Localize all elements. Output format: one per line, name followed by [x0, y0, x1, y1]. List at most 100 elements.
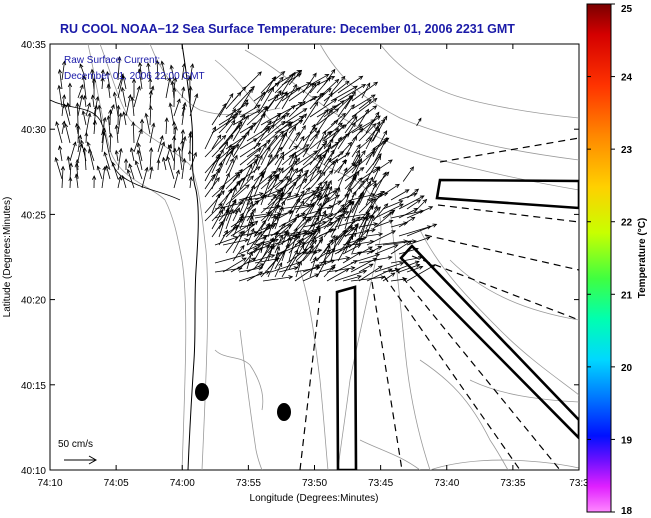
- current-vector: [204, 135, 226, 158]
- current-vector: [274, 235, 283, 254]
- current-vector: [260, 120, 272, 134]
- current-vector: [309, 92, 324, 110]
- current-vector: [225, 151, 233, 166]
- current-vector: [232, 114, 246, 134]
- colorbar-tick-label: 23: [621, 145, 633, 156]
- current-vector: [262, 231, 288, 237]
- current-vector-head: [180, 139, 185, 145]
- current-vector-head: [316, 228, 321, 234]
- current-vector: [402, 166, 414, 182]
- current-vector: [294, 249, 322, 255]
- current-vector: [390, 210, 424, 219]
- current-vector: [267, 121, 291, 142]
- current-vector: [330, 187, 340, 214]
- x-tick-label: 73:55: [236, 478, 261, 489]
- current-vector-head: [337, 136, 342, 142]
- current-vector-head: [233, 236, 239, 241]
- current-vector: [344, 188, 352, 206]
- current-vector: [232, 175, 254, 198]
- current-vector-head: [112, 91, 117, 97]
- current-vector-head: [134, 160, 139, 166]
- current-vector-head: [339, 100, 345, 105]
- current-vector-head: [361, 84, 367, 89]
- y-tick-label: 40:10: [21, 466, 46, 477]
- current-vector-head: [370, 94, 376, 99]
- current-vector: [372, 166, 381, 182]
- current-vector-head: [376, 115, 381, 120]
- current-vector-head: [288, 275, 294, 280]
- x-tick-label: 74:10: [37, 478, 62, 489]
- current-vector-head: [92, 119, 97, 125]
- current-vector-head: [131, 78, 137, 83]
- current-vector: [61, 121, 65, 135]
- current-vector: [295, 245, 314, 270]
- current-vector: [337, 84, 366, 102]
- current-vector-head: [173, 76, 178, 82]
- current-vector: [295, 148, 308, 158]
- current-vector-head: [372, 180, 378, 185]
- current-vector: [246, 263, 264, 273]
- current-vector-head: [418, 265, 424, 270]
- current-vector-head: [240, 244, 245, 250]
- current-vector: [294, 267, 320, 273]
- current-vector: [165, 118, 168, 135]
- current-vector-head: [287, 123, 292, 129]
- current-vector-head: [82, 94, 87, 100]
- current-vector: [162, 157, 167, 171]
- current-vector-head: [291, 71, 296, 77]
- current-vector-head: [117, 56, 122, 61]
- current-vector: [351, 158, 362, 182]
- current-vector: [149, 106, 152, 126]
- current-vector: [173, 148, 176, 171]
- current-vector: [309, 192, 322, 214]
- current-vector-head: [356, 143, 361, 149]
- current-vector-head: [383, 136, 388, 142]
- current-vector: [262, 238, 279, 246]
- current-vector: [225, 155, 238, 182]
- current-vector-head: [321, 143, 327, 148]
- current-vector: [238, 213, 270, 219]
- current-vector: [56, 121, 63, 144]
- current-vector: [323, 124, 345, 150]
- current-vector-head: [370, 192, 376, 198]
- current-vector-head: [121, 175, 126, 180]
- current-vector-head: [86, 141, 91, 147]
- current-vector-head: [312, 72, 317, 78]
- current-vector-head: [167, 144, 172, 150]
- current-vector-head: [344, 80, 350, 86]
- current-vector: [55, 157, 63, 180]
- current-vector-head: [378, 265, 383, 270]
- current-vector-head: [289, 167, 294, 172]
- current-vector: [181, 63, 185, 81]
- current-vector: [323, 138, 334, 158]
- y-tick-label: 40:15: [21, 381, 46, 392]
- current-vector: [239, 143, 261, 158]
- current-vector-head: [249, 210, 254, 216]
- current-vector-head: [300, 200, 305, 205]
- current-vector: [354, 150, 366, 166]
- current-vector-head: [302, 113, 308, 119]
- current-vector: [358, 166, 380, 182]
- current-vector-head: [383, 115, 388, 121]
- current-vector: [278, 242, 305, 255]
- current-vector: [204, 177, 220, 198]
- current-vector-head: [159, 134, 164, 140]
- current-vector-head: [264, 106, 269, 112]
- current-vector: [253, 173, 264, 198]
- current-vector-head: [366, 82, 371, 88]
- current-vector: [239, 196, 248, 214]
- current-vector-head: [149, 166, 154, 171]
- current-vector: [104, 152, 111, 171]
- current-vector-head: [375, 253, 381, 258]
- current-vector-head: [231, 108, 236, 113]
- current-vector: [246, 211, 254, 230]
- current-vector-head: [324, 186, 330, 191]
- current-vector: [278, 210, 292, 219]
- current-vector-head: [327, 143, 332, 149]
- current-vector-head: [239, 198, 245, 204]
- current-vector-head: [101, 127, 107, 133]
- current-vector: [232, 131, 250, 158]
- current-vector-head: [331, 68, 336, 74]
- current-vector: [173, 77, 176, 90]
- current-vector: [288, 155, 297, 174]
